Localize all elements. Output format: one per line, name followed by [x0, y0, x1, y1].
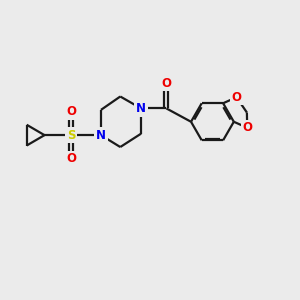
Text: O: O	[161, 76, 171, 90]
Text: O: O	[66, 152, 76, 165]
Text: N: N	[136, 102, 146, 115]
Text: O: O	[232, 91, 242, 104]
Text: O: O	[66, 105, 76, 118]
Text: S: S	[67, 129, 76, 142]
Text: N: N	[96, 129, 106, 142]
Text: O: O	[242, 121, 252, 134]
